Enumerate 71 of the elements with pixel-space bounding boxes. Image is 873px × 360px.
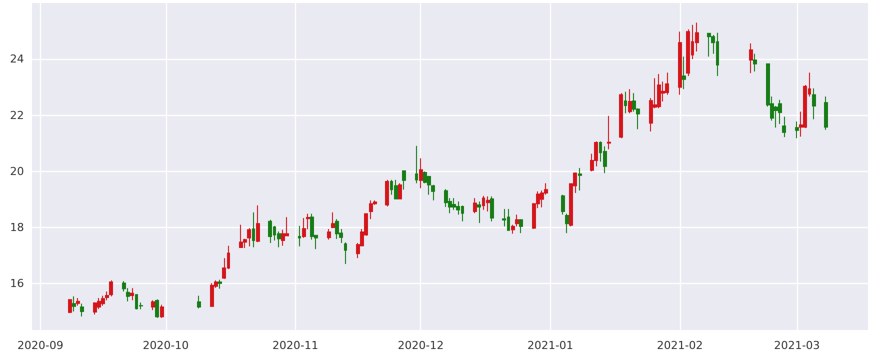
candlestick [218, 279, 222, 290]
candlestick [151, 300, 155, 311]
candlestick [628, 88, 632, 114]
y-tick-label: 18 [10, 221, 24, 234]
x-tick-label: 2020-10 [142, 339, 189, 352]
candlestick [607, 115, 611, 150]
candlestick [682, 56, 686, 90]
candlestick [385, 179, 389, 207]
candlestick [415, 145, 418, 184]
candlestick [678, 31, 682, 96]
candlestick [603, 146, 607, 174]
candlestick [331, 212, 335, 229]
candlestick [80, 303, 84, 318]
candlestick [519, 218, 523, 234]
y-tick-label: 24 [10, 52, 24, 66]
candlestick [490, 196, 494, 222]
candlestick [130, 288, 134, 301]
candlestick [619, 92, 623, 139]
candlestick [344, 242, 347, 265]
candlestick [239, 224, 243, 249]
candlestick [72, 296, 76, 312]
candlestick [101, 295, 105, 306]
candlestick [298, 225, 301, 247]
candlestick [473, 198, 477, 214]
candlestick [398, 182, 402, 200]
candlestick [782, 116, 786, 138]
candlestick [477, 200, 481, 224]
candlestick [210, 282, 214, 307]
candlestick [565, 213, 569, 234]
candlestick [247, 228, 251, 247]
candlestick [812, 88, 816, 120]
y-tick-label: 20 [10, 164, 24, 178]
candlestick [795, 120, 799, 139]
x-tick-label: 2021-01 [527, 339, 574, 352]
candlestick [76, 298, 80, 306]
candlestick [749, 42, 753, 74]
candlestick [486, 196, 490, 212]
candlestick [419, 158, 423, 189]
candlestick [93, 302, 97, 316]
candlestick [657, 74, 661, 109]
candlestick [369, 200, 373, 220]
candlestick [252, 212, 255, 248]
x-tick-label: 2021-02 [656, 339, 703, 352]
candlestick [335, 218, 339, 240]
candlestick [824, 96, 828, 130]
candlestick [561, 194, 565, 216]
candlestick [160, 304, 164, 318]
candlestick [268, 219, 272, 244]
candlestick [302, 218, 306, 238]
candlestick [394, 179, 398, 200]
y-tick-label: 22 [10, 108, 24, 122]
candlestick [686, 28, 690, 76]
candlestick [327, 228, 331, 240]
candlestick [109, 280, 113, 297]
y-tick-label: 16 [10, 277, 24, 290]
candlestick [155, 298, 159, 318]
candlestick [578, 168, 582, 191]
candlestick [256, 204, 260, 243]
x-tick-label: 2020-09 [17, 339, 64, 352]
candlestick [68, 298, 72, 314]
candlestick [707, 32, 711, 58]
x-tick-label: 2020-12 [398, 339, 444, 352]
candlestick [502, 208, 506, 227]
x-tick-label: 2020-11 [272, 339, 318, 352]
candlestick [402, 170, 406, 190]
x-tick-label: 2021-03 [774, 339, 820, 352]
candlestick [452, 198, 456, 210]
candlestick [624, 91, 627, 114]
candlestick [753, 53, 757, 72]
candlestick [778, 99, 782, 124]
candlestick [197, 295, 201, 309]
